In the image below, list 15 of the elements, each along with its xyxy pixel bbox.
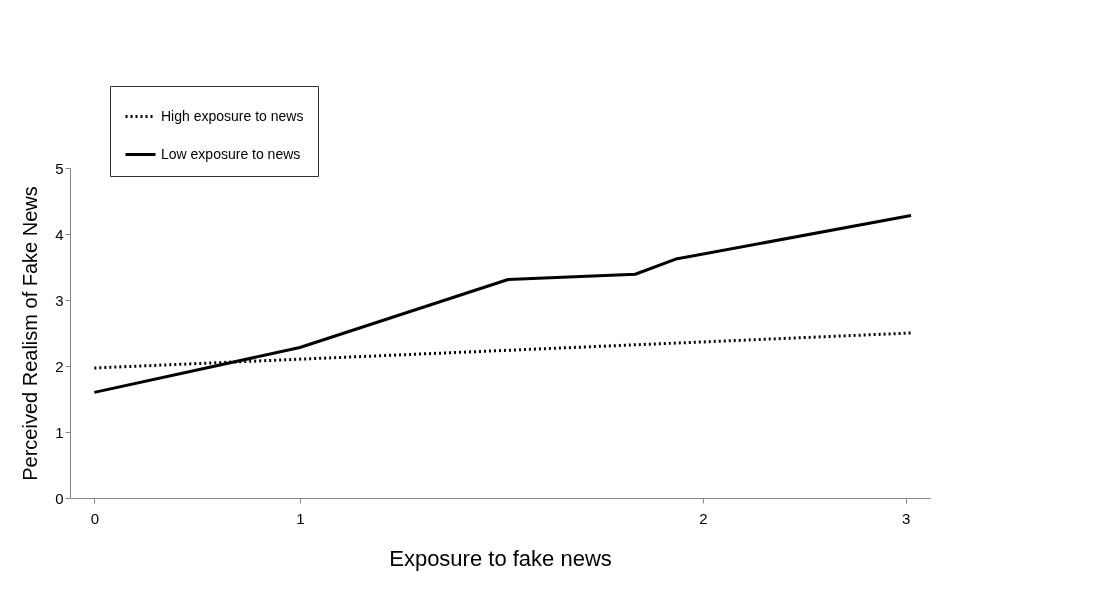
x-tick-label: 3	[901, 509, 911, 527]
y-tick-label: 1	[55, 423, 64, 441]
legend-label: Low exposure to news	[161, 145, 301, 162]
line-series	[92, 214, 913, 394]
y-axis-title: Perceived Realism of Fake News	[19, 186, 42, 481]
x-axis-title: Exposure to fake news	[389, 545, 612, 571]
legend-label: High exposure to news	[161, 107, 304, 124]
x-tick-label: 0	[90, 509, 100, 527]
y-tick-label: 0	[55, 489, 64, 507]
x-tick-label: 1	[296, 509, 305, 527]
y-tick-label: 2	[55, 357, 64, 375]
y-tick-label: 3	[55, 291, 64, 309]
y-tick-label: 5	[55, 159, 64, 177]
x-tick-label: 2	[699, 509, 708, 527]
y-tick-label: 4	[55, 225, 64, 243]
